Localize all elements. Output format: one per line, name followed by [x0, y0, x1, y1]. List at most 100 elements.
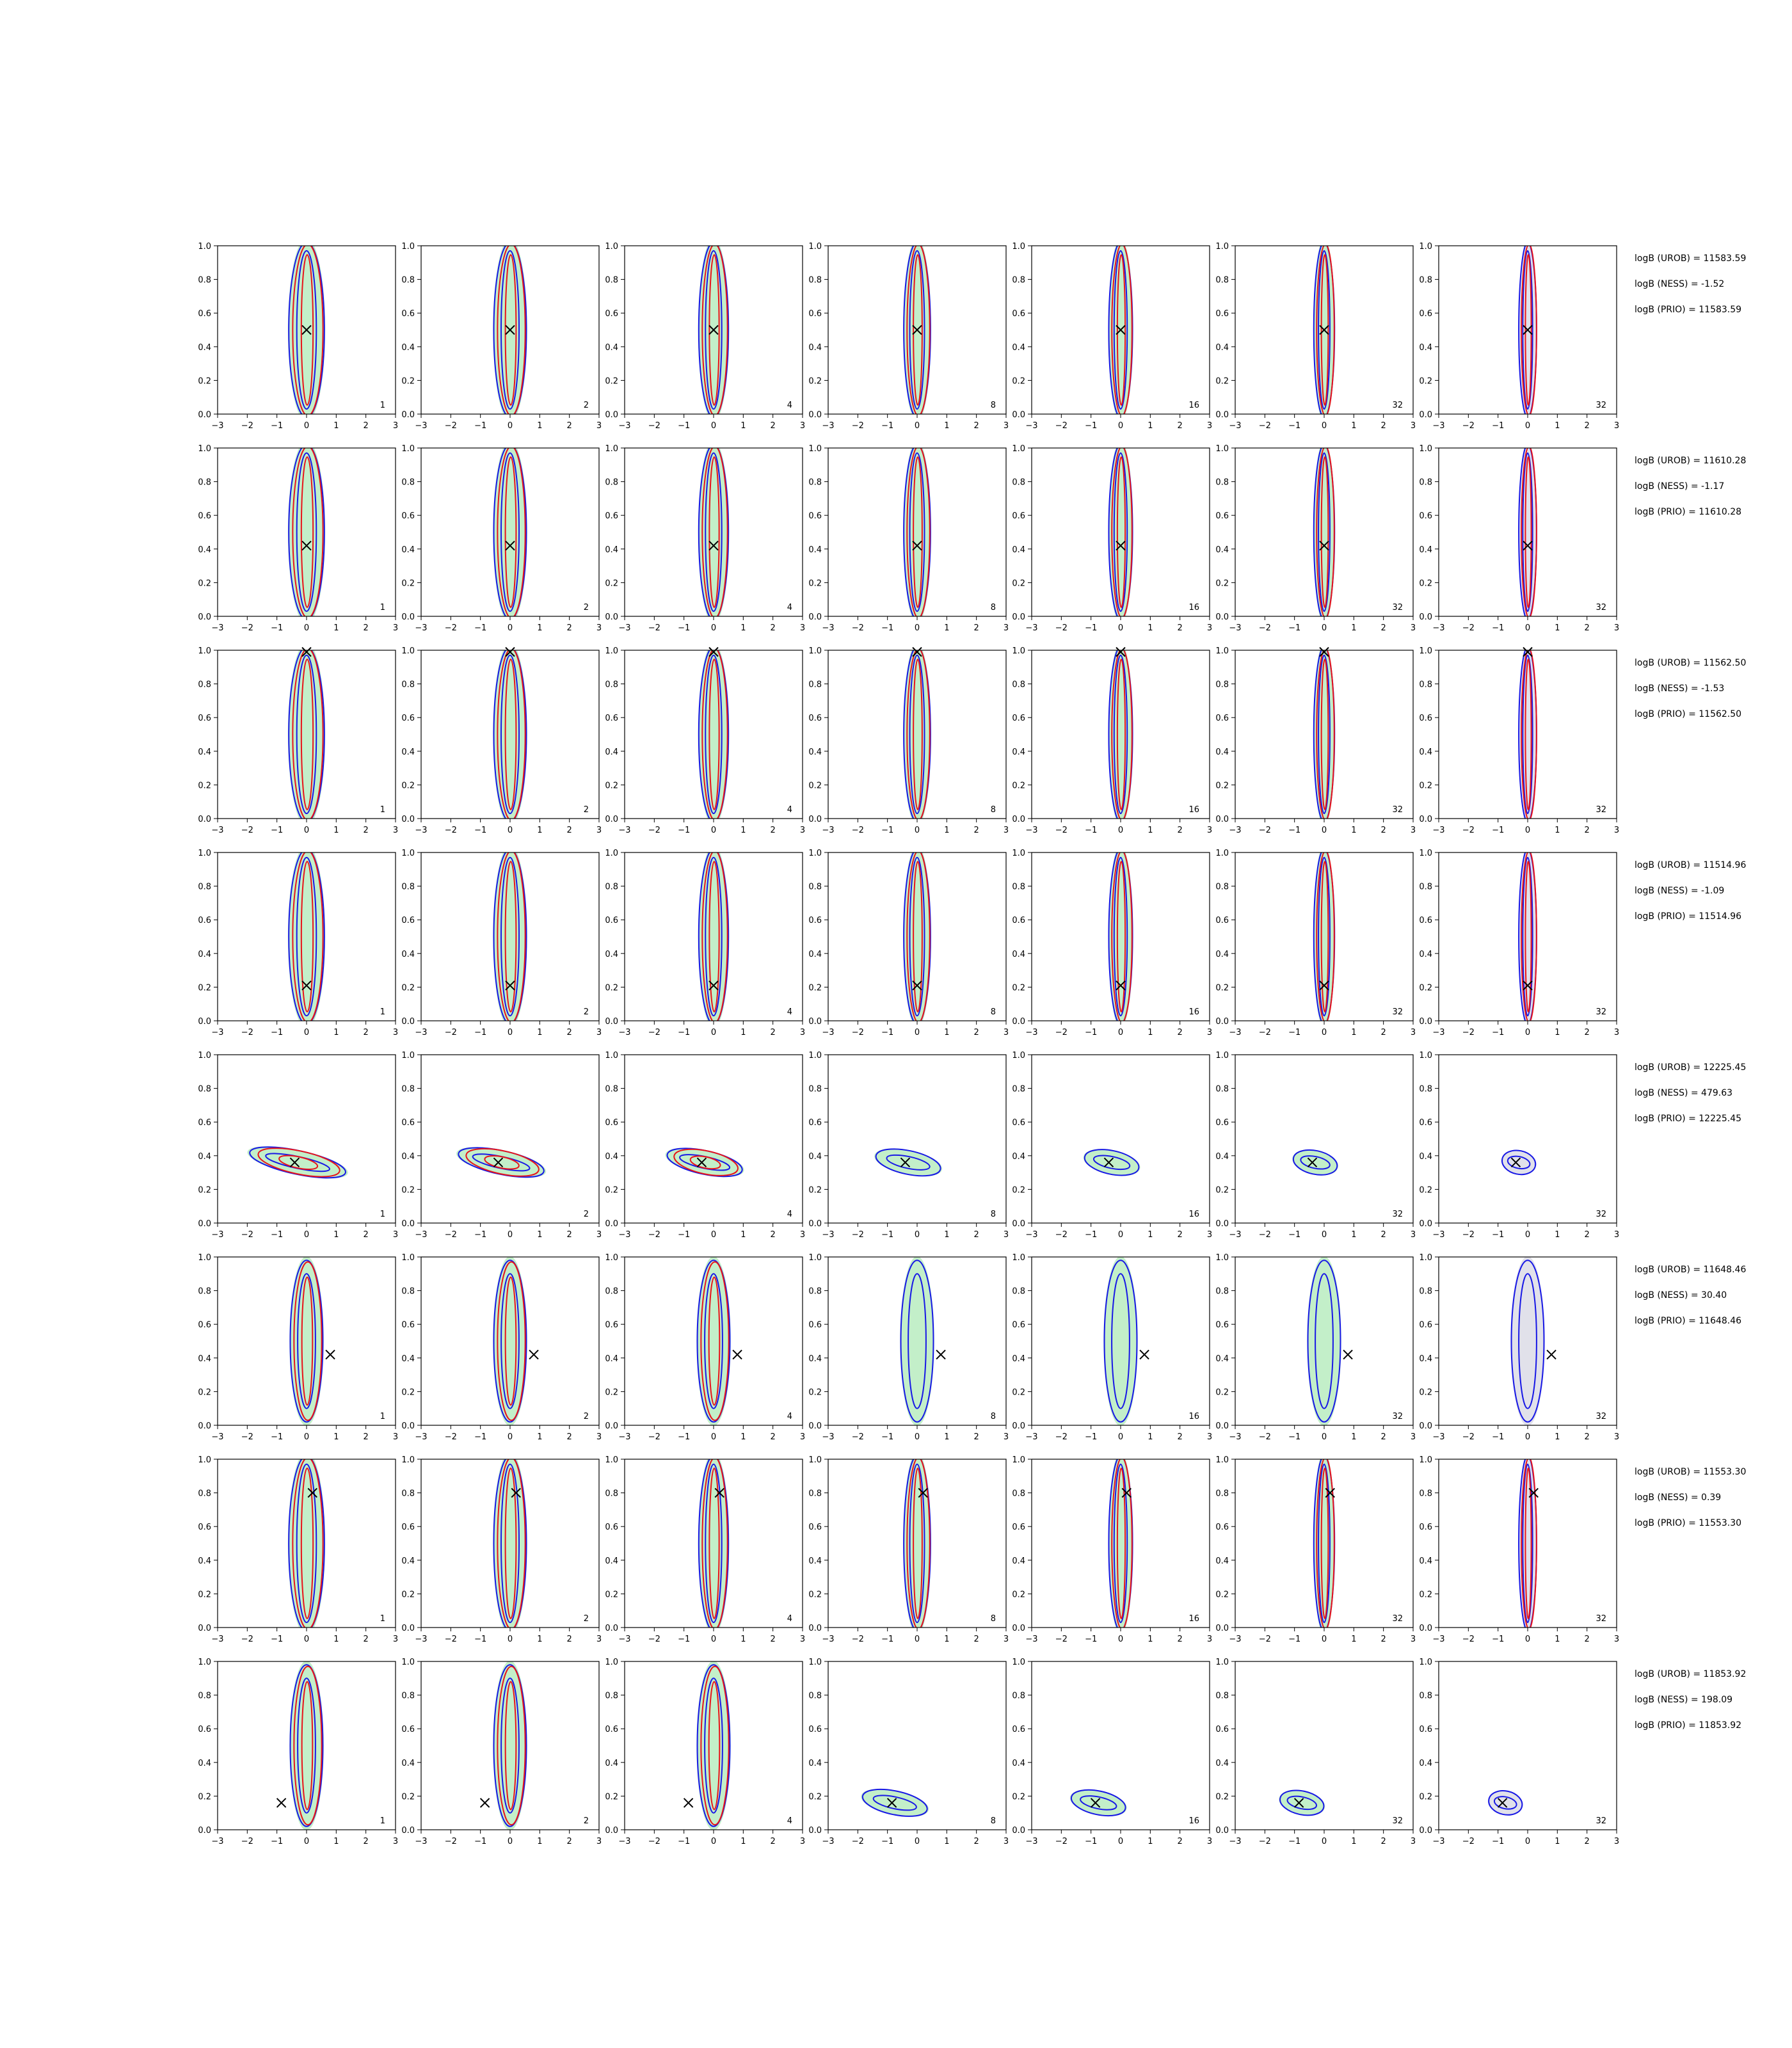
- y-tick-label: 0.0: [1419, 815, 1432, 824]
- blue-contour-inner: [1518, 1273, 1537, 1409]
- panel-r1-c1: −3 −2 −1 0 1 2 3 0.0 0.2 0.4 0.6 0.8 1.0 1: [198, 242, 398, 431]
- x-tick-label: 1: [740, 1028, 746, 1037]
- y-tick-label: 0.2: [808, 1590, 822, 1599]
- y-tick-label: 0.4: [808, 343, 822, 353]
- x-tick-label: 0: [711, 1635, 716, 1644]
- y-tick-label: 1.0: [1419, 849, 1432, 858]
- x-tick-label: 1: [537, 1837, 542, 1846]
- x-tick-label: −1: [678, 1837, 690, 1846]
- x-tick-label: 1: [333, 421, 339, 431]
- sample-count-label: 32: [1596, 401, 1606, 410]
- y-tick-label: 1.0: [1419, 242, 1432, 252]
- x-tick-label: −1: [678, 826, 690, 835]
- density-fill: [287, 1459, 326, 1628]
- x-tick-label: −2: [852, 421, 864, 431]
- sample-count-label: 32: [1392, 805, 1403, 815]
- panel-r6-c6: −3 −2 −1 0 1 2 3 0.0 0.2 0.4 0.6 0.8 1.0 32: [1215, 1253, 1416, 1442]
- blue-contour-inner: [500, 1677, 520, 1814]
- blue-contour-outer: [1279, 1789, 1325, 1816]
- y-tick-label: 1.0: [401, 1455, 415, 1465]
- x-tick-label: −3: [211, 1635, 223, 1644]
- x-tick-label: −2: [1055, 623, 1068, 633]
- sample-count-label: 2: [584, 1007, 589, 1017]
- x-tick-label: 2: [1178, 1837, 1183, 1846]
- red-contour-inner: [1524, 456, 1532, 608]
- y-tick-label: 0.2: [808, 983, 822, 993]
- x-tick-label: −3: [1432, 623, 1444, 633]
- x-tick-label: 1: [1351, 1028, 1356, 1037]
- x-tick-label: −1: [1288, 421, 1300, 431]
- x-tick-label: −1: [881, 1635, 893, 1644]
- y-tick-label: 1.0: [198, 646, 211, 656]
- density-fill: [698, 1459, 730, 1628]
- y-tick-label: 1.0: [401, 1253, 415, 1263]
- truth-marker: [289, 1157, 300, 1168]
- y-tick-label: 0.4: [605, 343, 618, 353]
- x-tick-label: 3: [393, 1230, 398, 1240]
- density-fill: [1501, 1149, 1537, 1176]
- y-tick-label: 0.8: [1419, 883, 1432, 892]
- x-tick-label: 2: [1585, 421, 1590, 431]
- blue-contour-outer: [698, 1459, 730, 1628]
- truth-marker: [918, 1487, 928, 1498]
- x-tick-label: 0: [711, 421, 716, 431]
- sample-count-label: 8: [991, 401, 996, 410]
- sample-count-label: 1: [380, 1614, 385, 1624]
- y-tick-label: 0.2: [1012, 1388, 1025, 1397]
- y-tick-label: 1.0: [605, 1253, 618, 1263]
- x-tick-label: 1: [1555, 1837, 1560, 1846]
- truth-marker: [886, 1798, 897, 1808]
- y-tick-label: 0.0: [1215, 612, 1229, 622]
- panel-r8-c2: −3 −2 −1 0 1 2 3 0.0 0.2 0.4 0.6 0.8 1.0 2: [401, 1658, 602, 1846]
- blue-contour-inner: [1318, 654, 1331, 815]
- x-tick-label: −3: [618, 1432, 630, 1442]
- y-tick-label: 1.0: [1012, 646, 1025, 656]
- y-tick-label: 0.8: [1012, 1692, 1025, 1701]
- y-tick-label: 0.2: [1419, 1792, 1432, 1802]
- y-tick-label: 0.0: [198, 1017, 211, 1027]
- x-tick-label: 1: [537, 1028, 542, 1037]
- blue-contour-outer: [903, 650, 931, 819]
- panel-r3-c5: −3 −2 −1 0 1 2 3 0.0 0.2 0.4 0.6 0.8 1.0 16: [1012, 646, 1212, 835]
- x-tick-label: 3: [800, 1028, 805, 1037]
- y-tick-label: 0.2: [1419, 579, 1432, 588]
- sample-count-label: 32: [1392, 1816, 1403, 1826]
- y-tick-label: 1.0: [198, 242, 211, 252]
- blue-contour-inner: [909, 452, 925, 612]
- x-tick-label: 1: [537, 623, 542, 633]
- sample-count-label: 1: [380, 1210, 385, 1219]
- x-tick-label: −2: [1462, 623, 1475, 633]
- y-tick-label: 0.2: [605, 1388, 618, 1397]
- y-tick-label: 0.6: [808, 1118, 822, 1128]
- x-tick-label: 3: [1411, 1432, 1416, 1442]
- red-contour-inner: [913, 254, 923, 406]
- panel-r6-c4: −3 −2 −1 0 1 2 3 0.0 0.2 0.4 0.6 0.8 1.0 8: [808, 1253, 1009, 1442]
- y-tick-label: 0.4: [401, 950, 415, 959]
- x-tick-label: 0: [915, 421, 920, 431]
- logb-stat-label: logB (NESS) = 0.39: [1635, 1492, 1721, 1503]
- red-contour-inner: [1320, 456, 1329, 608]
- y-tick-label: 0.4: [1012, 1556, 1025, 1566]
- y-tick-label: 0.8: [1012, 276, 1025, 285]
- x-tick-label: 3: [800, 1635, 805, 1644]
- panel-r3-c6: −3 −2 −1 0 1 2 3 0.0 0.2 0.4 0.6 0.8 1.0 32: [1215, 646, 1416, 835]
- x-tick-label: 1: [944, 1635, 949, 1644]
- y-tick-label: 0.8: [198, 1287, 211, 1297]
- x-tick-label: 3: [1207, 1230, 1212, 1240]
- x-tick-label: −1: [1085, 1230, 1097, 1240]
- y-tick-label: 0.4: [1215, 950, 1229, 959]
- truth-marker: [696, 1157, 707, 1168]
- y-tick-label: 1.0: [401, 646, 415, 656]
- x-tick-label: −3: [415, 1837, 427, 1846]
- y-tick-label: 0.8: [1215, 883, 1229, 892]
- y-tick-label: 0.6: [605, 1320, 618, 1330]
- x-tick-label: 3: [800, 1432, 805, 1442]
- density-fill: [698, 650, 730, 819]
- y-tick-label: 0.0: [198, 1219, 211, 1229]
- x-tick-label: −2: [445, 1635, 457, 1644]
- x-tick-label: 0: [1525, 1230, 1530, 1240]
- y-tick-label: 0.0: [1012, 1624, 1025, 1633]
- red-contour-outer: [1521, 852, 1537, 1021]
- blue-contour-inner: [297, 1677, 316, 1814]
- x-tick-label: 0: [304, 1028, 309, 1037]
